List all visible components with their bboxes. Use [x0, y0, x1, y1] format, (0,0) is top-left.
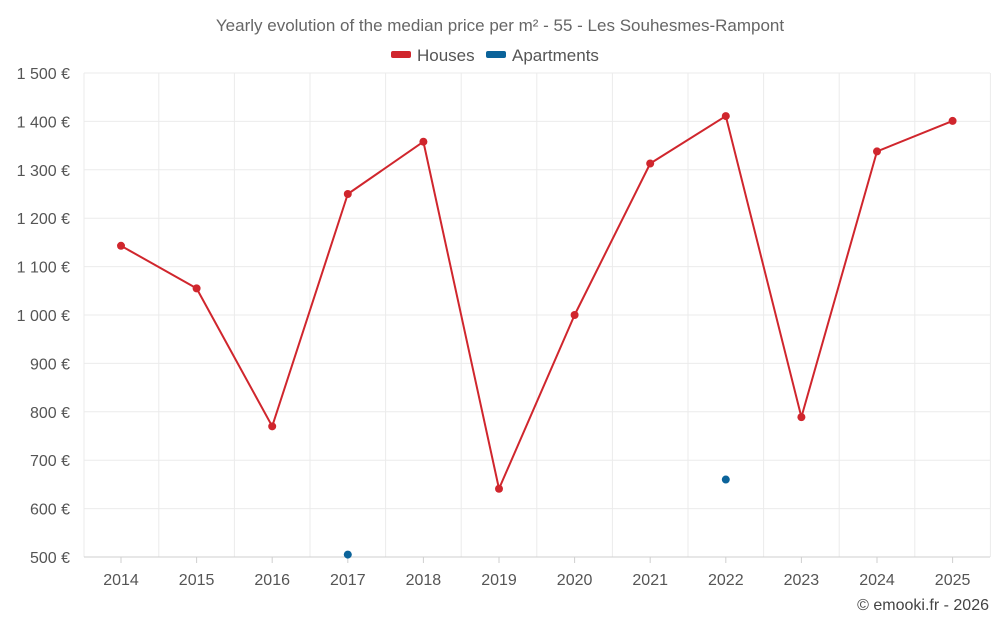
- legend-label-apartments: Apartments: [512, 46, 599, 65]
- y-tick-label: 1 200 €: [17, 211, 70, 228]
- x-tick-label: 2018: [406, 572, 442, 589]
- data-point-houses-2020[interactable]: [570, 311, 579, 319]
- data-point-houses-2024[interactable]: [873, 147, 881, 156]
- legend-label-houses: Houses: [417, 46, 475, 65]
- data-point-houses-2025[interactable]: [948, 116, 957, 125]
- series-points: [117, 112, 957, 559]
- x-tick-label: 2023: [784, 572, 820, 589]
- legend-item-apartments[interactable]: Apartments: [486, 46, 599, 65]
- chart-title: Yearly evolution of the median price per…: [216, 16, 784, 35]
- series-line-houses: [120, 115, 953, 490]
- legend-swatch-apartments: [486, 51, 506, 58]
- x-tick-label: 2019: [481, 572, 517, 589]
- y-tick-label: 1 500 €: [17, 66, 70, 83]
- y-tick-label: 800 €: [30, 405, 70, 422]
- data-point-apartments-2017[interactable]: [343, 550, 352, 559]
- data-point-houses-2015[interactable]: [192, 284, 201, 293]
- x-tick-label: 2025: [935, 572, 971, 589]
- x-tick-label: 2017: [330, 572, 366, 589]
- y-tick-label: 1 300 €: [17, 163, 70, 180]
- data-point-houses-2018[interactable]: [419, 137, 428, 146]
- data-point-houses-2021[interactable]: [646, 159, 655, 168]
- credit-text: © emooki.fr - 2026: [857, 597, 989, 614]
- y-tick-label: 1 100 €: [17, 260, 70, 277]
- x-tick-label: 2016: [254, 572, 290, 589]
- legend-item-houses[interactable]: Houses: [391, 46, 475, 65]
- x-tick-label: 2014: [103, 572, 139, 589]
- legend: Houses Apartments: [391, 46, 599, 65]
- y-axis-ticks: 500 € 600 € 700 € 800 € 900 € 1 000 € 1 100 € 1…: [17, 66, 70, 567]
- x-tick-label: 2021: [632, 572, 668, 589]
- data-point-houses-2023[interactable]: [797, 413, 806, 422]
- x-gridlines: [83, 73, 991, 557]
- y-tick-label: 700 €: [30, 453, 70, 470]
- x-tick-label: 2015: [179, 572, 215, 589]
- x-tick-label: 2020: [557, 572, 593, 589]
- data-point-houses-2019[interactable]: [495, 484, 503, 493]
- legend-swatch-houses: [391, 51, 411, 58]
- x-tick-label: 2024: [859, 572, 895, 589]
- data-point-houses-2017[interactable]: [343, 190, 352, 198]
- y-tick-label: 900 €: [30, 356, 70, 373]
- data-point-houses-2014[interactable]: [117, 241, 125, 250]
- data-point-houses-2022[interactable]: [721, 112, 730, 121]
- y-tick-label: 500 €: [30, 550, 70, 567]
- x-tick-label: 2022: [708, 572, 744, 589]
- data-point-apartments-2022[interactable]: [721, 475, 730, 484]
- y-tick-label: 600 €: [30, 502, 70, 519]
- data-point-houses-2016[interactable]: [268, 422, 277, 431]
- y-tick-label: 1 000 €: [17, 308, 70, 325]
- y-tick-label: 1 400 €: [17, 114, 70, 131]
- series-lines: [120, 115, 953, 490]
- x-axis-ticks: 2014 2015 2016 2017 2018 2019 2020 2021 2022 2023…: [103, 557, 970, 589]
